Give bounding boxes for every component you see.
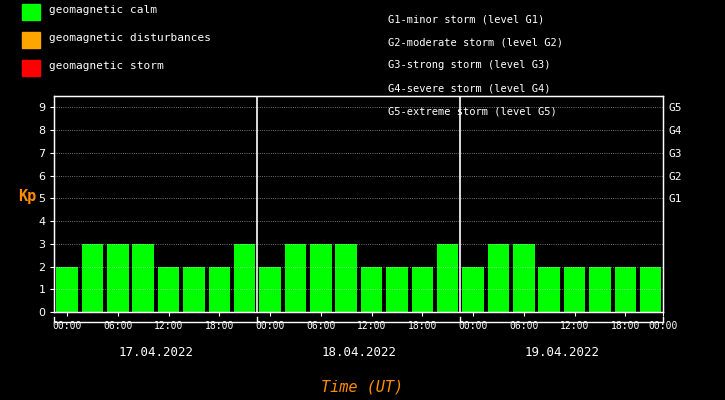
Bar bbox=[310, 244, 331, 312]
Bar bbox=[615, 266, 636, 312]
Bar bbox=[158, 266, 179, 312]
Bar bbox=[386, 266, 407, 312]
Bar bbox=[463, 266, 484, 312]
Bar bbox=[234, 244, 255, 312]
Text: geomagnetic disturbances: geomagnetic disturbances bbox=[49, 33, 210, 43]
Bar bbox=[260, 266, 281, 312]
Bar bbox=[513, 244, 534, 312]
Bar bbox=[82, 244, 103, 312]
Bar bbox=[183, 266, 204, 312]
Bar bbox=[488, 244, 509, 312]
Bar bbox=[107, 244, 128, 312]
Text: geomagnetic calm: geomagnetic calm bbox=[49, 5, 157, 15]
Y-axis label: Kp: Kp bbox=[18, 189, 36, 204]
Bar bbox=[285, 244, 306, 312]
Text: 18.04.2022: 18.04.2022 bbox=[321, 346, 397, 359]
Text: 19.04.2022: 19.04.2022 bbox=[524, 346, 600, 359]
Text: Time (UT): Time (UT) bbox=[321, 379, 404, 394]
Bar bbox=[412, 266, 433, 312]
Text: G5-extreme storm (level G5): G5-extreme storm (level G5) bbox=[388, 107, 557, 117]
Bar bbox=[539, 266, 560, 312]
Bar bbox=[209, 266, 230, 312]
Text: G2-moderate storm (level G2): G2-moderate storm (level G2) bbox=[388, 37, 563, 47]
Bar bbox=[437, 244, 458, 312]
Text: geomagnetic storm: geomagnetic storm bbox=[49, 61, 163, 71]
Text: 17.04.2022: 17.04.2022 bbox=[118, 346, 194, 359]
Bar bbox=[361, 266, 382, 312]
Text: G4-severe storm (level G4): G4-severe storm (level G4) bbox=[388, 84, 550, 94]
Bar bbox=[57, 266, 78, 312]
Bar bbox=[336, 244, 357, 312]
Text: G1-minor storm (level G1): G1-minor storm (level G1) bbox=[388, 14, 544, 24]
Bar bbox=[589, 266, 610, 312]
Bar bbox=[640, 266, 661, 312]
Bar bbox=[133, 244, 154, 312]
Text: G3-strong storm (level G3): G3-strong storm (level G3) bbox=[388, 60, 550, 70]
Bar bbox=[564, 266, 585, 312]
